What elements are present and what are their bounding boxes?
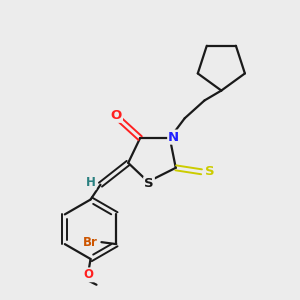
- Text: H: H: [85, 176, 95, 189]
- Text: S: S: [144, 177, 154, 190]
- Text: S: S: [205, 165, 214, 178]
- Text: O: O: [84, 268, 94, 281]
- Text: N: N: [168, 130, 179, 144]
- Text: Br: Br: [83, 236, 98, 249]
- Text: O: O: [111, 109, 122, 122]
